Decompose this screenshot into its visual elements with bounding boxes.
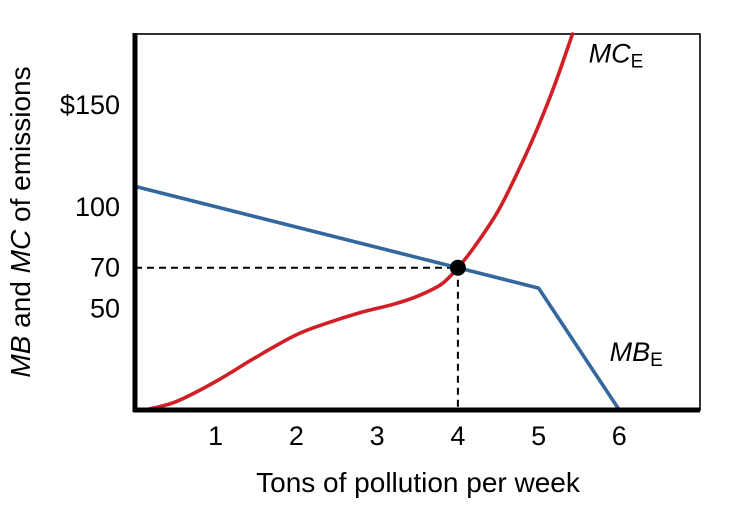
y-tick-label-50: 50 (90, 293, 120, 323)
y-tick-label-100: 100 (75, 192, 120, 222)
y-tick-label-150: $150 (60, 90, 120, 120)
x-tick-label-5: 5 (531, 421, 546, 451)
x-tick-label-6: 6 (612, 421, 627, 451)
series-line-MCE (142, 32, 575, 412)
x-tick-label-3: 3 (370, 421, 385, 451)
series-label-MCE: MCE (589, 39, 644, 73)
equilibrium-point (449, 259, 466, 276)
y-tick-label-70: 70 (90, 253, 120, 283)
chart-layers: 1 2 3 4 5 6 $150 100 70 50 MCE MBE (60, 32, 701, 451)
x-tick-label-2: 2 (289, 421, 304, 451)
series-label-MBE: MBE (610, 337, 663, 371)
series-line-MBE (133, 184, 622, 412)
y-axis-label: MB and MC of emissions (5, 66, 36, 377)
x-tick-label-4: 4 (450, 421, 465, 451)
x-axis-label: Tons of pollution per week (256, 467, 581, 498)
x-tick-label-1: 1 (208, 421, 223, 451)
